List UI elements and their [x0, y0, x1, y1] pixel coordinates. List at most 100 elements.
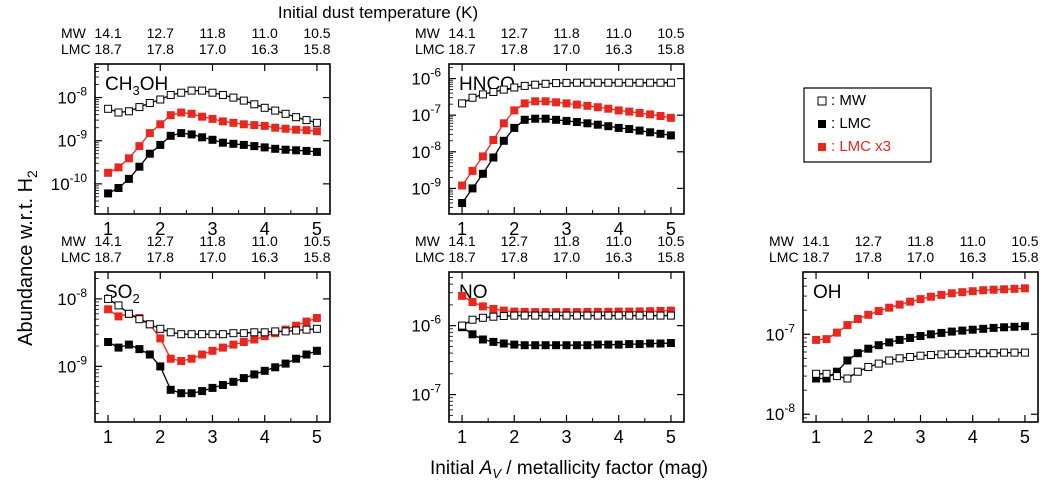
- data-point-mw: [260, 328, 269, 337]
- temp-value-mw: 10.5: [657, 25, 684, 41]
- temp-row-label-lmc: LMC: [61, 249, 91, 265]
- panel-label-sub: 2: [132, 291, 139, 306]
- panel-label: CH3OH: [105, 74, 168, 98]
- data-point-lmc-x3: [187, 354, 196, 363]
- panel-hnco: 1 2 3 4 510-910-810-710-6MWLMC14.118.712.717…: [411, 25, 685, 239]
- data-point-mw: [135, 103, 144, 112]
- x-tick-label: 5: [666, 427, 676, 447]
- data-point-mw: [552, 311, 561, 320]
- data-point-mw: [895, 354, 904, 363]
- data-point-lmc-x3: [499, 306, 508, 315]
- data-point-mw: [510, 83, 519, 92]
- data-point-lmc-x3: [885, 303, 894, 312]
- temp-value-lmc: 17.8: [501, 41, 528, 57]
- data-point-lmc-x3: [572, 100, 581, 109]
- data-point-lmc-x3: [124, 154, 133, 163]
- temp-value-lmc: 15.8: [1011, 249, 1038, 265]
- temp-row-label-lmc: LMC: [769, 249, 799, 265]
- data-point-mw: [874, 359, 883, 368]
- data-point-mw: [593, 78, 602, 87]
- data-point-lmc-x3: [458, 181, 467, 190]
- data-point-lmc-x3: [489, 304, 498, 313]
- data-point-mw: [832, 372, 841, 381]
- temp-value-mw: 12.7: [501, 25, 528, 41]
- data-point-lmc-x3: [312, 314, 321, 322]
- data-point-mw: [187, 330, 196, 339]
- x-tick-label: 1: [457, 219, 467, 239]
- data-point-lmc: [562, 341, 571, 350]
- temp-value-lmc: 18.7: [448, 249, 475, 265]
- temp-row-label-mw: MW: [415, 233, 441, 249]
- temp-value-mw: 14.1: [802, 233, 829, 249]
- data-point-mw: [124, 309, 133, 318]
- temp-value-mw: 14.1: [448, 233, 475, 249]
- panel-label-main: CH: [105, 74, 132, 95]
- data-point-lmc: [156, 140, 165, 149]
- data-point-mw: [458, 99, 467, 108]
- data-point-lmc: [958, 326, 967, 335]
- x-axis-label-italic: A: [479, 458, 493, 479]
- data-point-mw: [271, 106, 280, 115]
- data-point-lmc-x3: [666, 113, 675, 122]
- temp-value-lmc: 15.8: [657, 41, 684, 57]
- data-point-lmc-x3: [166, 111, 175, 120]
- temp-row-label-mw: MW: [61, 25, 87, 41]
- data-point-lmc: [208, 383, 217, 392]
- data-point-lmc: [166, 385, 175, 394]
- data-point-lmc: [302, 350, 311, 359]
- data-point-mw: [156, 324, 165, 333]
- y-tick-base: 10: [51, 175, 70, 194]
- data-point-mw: [947, 349, 956, 358]
- data-point-mw: [302, 325, 311, 334]
- y-tick-exponent: -9: [430, 175, 441, 189]
- data-point-mw: [604, 78, 613, 87]
- data-point-lmc: [541, 341, 550, 350]
- data-point-lmc-x3: [478, 152, 487, 161]
- data-point-mw: [1020, 348, 1029, 357]
- data-point-lmc: [635, 340, 644, 349]
- y-tick-exponent: -7: [784, 321, 795, 335]
- data-point-lmc: [499, 136, 508, 145]
- data-point-lmc: [822, 374, 831, 383]
- data-point-lmc-x3: [656, 112, 665, 120]
- temp-value-lmc: 17.8: [855, 249, 882, 265]
- y-tick-label: 10-8: [765, 401, 795, 424]
- data-point-mw: [510, 311, 519, 320]
- data-point-lmc: [229, 377, 238, 386]
- data-point-lmc: [583, 119, 592, 128]
- y-tick-exponent: -6: [430, 313, 441, 327]
- y-tick-exponent: -7: [430, 102, 441, 116]
- data-point-lmc: [198, 387, 207, 396]
- x-tick-label: 2: [509, 219, 519, 239]
- data-point-lmc-x3: [468, 166, 477, 175]
- data-point-mw: [531, 311, 540, 320]
- x-tick-label: 2: [509, 427, 519, 447]
- data-point-mw: [145, 99, 154, 107]
- x-axis-label-pre: Initial: [430, 458, 480, 479]
- data-point-lmc: [979, 324, 988, 333]
- data-point-lmc: [478, 335, 487, 344]
- data-point-lmc-x3: [468, 298, 477, 306]
- y-tick-label: 10-6: [411, 66, 441, 89]
- data-point-lmc: [177, 129, 186, 138]
- data-point-lmc-x3: [593, 103, 602, 112]
- data-point-mw: [312, 324, 321, 333]
- data-point-lmc-x3: [541, 97, 550, 106]
- panel-so2: 1 2 3 4 510-910-8MWLMC14.118.712.717.811.817…: [57, 233, 331, 447]
- data-point-mw: [250, 328, 259, 337]
- data-point-mw: [822, 369, 831, 378]
- data-point-lmc-x3: [198, 112, 207, 121]
- temp-value-lmc: 18.7: [448, 41, 475, 57]
- x-tick-label: 3: [207, 427, 217, 447]
- y-tick-exponent: -9: [76, 353, 87, 367]
- data-point-mw: [843, 374, 852, 383]
- panel-ch3oh: 1 2 3 4 510-1010-910-8MWLMC14.118.712.717.81…: [51, 25, 331, 239]
- y-tick-base: 10: [765, 325, 784, 344]
- data-point-mw: [926, 351, 935, 359]
- data-point-mw: [281, 109, 290, 118]
- data-point-lmc: [625, 125, 634, 133]
- data-point-lmc: [218, 138, 227, 147]
- data-point-lmc: [572, 118, 581, 126]
- data-point-lmc-x3: [583, 101, 592, 110]
